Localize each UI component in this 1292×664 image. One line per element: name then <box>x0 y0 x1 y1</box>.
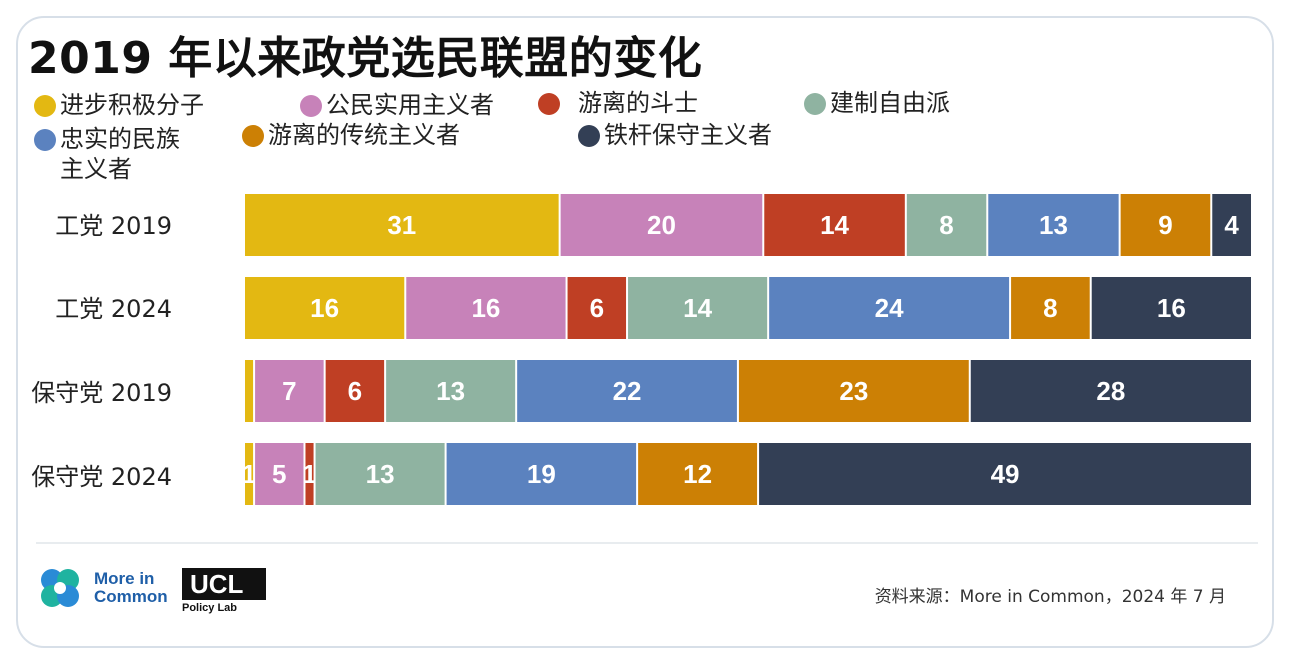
source-note: 资料来源：More in Common，2024 年 7 月 <box>874 587 1226 607</box>
legend-swatch <box>242 125 264 147</box>
bar-data-label: 13 <box>366 459 395 489</box>
legend-swatch <box>34 129 56 151</box>
bar-segment <box>305 443 314 505</box>
legend-swatch <box>300 95 322 117</box>
bar-data-label: 5 <box>272 459 286 489</box>
legend-item-1: 公民实用主义者 <box>300 90 494 120</box>
legend-swatch <box>538 93 560 115</box>
logo-text-line2: Common <box>94 587 168 606</box>
bar-data-label: 16 <box>1157 293 1186 323</box>
bar-segment <box>738 360 969 422</box>
bar-segment <box>759 443 1251 505</box>
bar-segment <box>638 443 758 505</box>
legend-label: 建制自由派 <box>830 89 950 117</box>
legend-swatch <box>804 93 826 115</box>
bar-segment <box>1091 277 1251 339</box>
more-in-common-logo: More in Common <box>38 566 168 610</box>
legend-swatch <box>34 95 56 117</box>
legend-item-2: 游离的斗士 <box>538 88 698 118</box>
bar-segment <box>769 277 1010 339</box>
bar-data-label: 4 <box>1224 210 1239 240</box>
bar-segment <box>386 360 516 422</box>
ucl-logo-mark: UCL <box>182 568 266 600</box>
legend-label: 进步积极分子 <box>60 91 204 119</box>
legend-item-4: 忠实的民族主义者 <box>34 124 204 184</box>
bar-data-label: 1 <box>242 459 256 489</box>
bar-data-label: 6 <box>348 376 362 406</box>
ucl-logo-subtitle: Policy Lab <box>182 602 238 614</box>
chart-title: 2019 年以来政党选民联盟的变化 <box>28 33 703 84</box>
row-label-conservative-2024: 保守党 2024 <box>31 463 172 491</box>
bar-data-label: 23 <box>839 376 868 406</box>
bar-segment <box>906 194 987 256</box>
bar-data-label: 14 <box>683 293 712 323</box>
legend-label: 公民实用主义者 <box>326 91 494 119</box>
bar-segment <box>255 360 324 422</box>
bar-data-label: 31 <box>387 210 416 240</box>
bar-data-label: 9 <box>1158 210 1172 240</box>
bar-segment <box>567 277 627 339</box>
row-label-conservative-2019: 保守党 2019 <box>31 379 172 407</box>
row-label-labour-2024: 工党 2024 <box>55 295 172 323</box>
row-label-labour-2019: 工党 2019 <box>55 212 172 240</box>
bar-data-label: 8 <box>939 210 953 240</box>
bar-data-label: 22 <box>613 376 642 406</box>
footer-divider <box>36 542 1258 544</box>
bar-segment <box>245 194 559 256</box>
legend-item-6: 铁杆保守主义者 <box>578 120 772 150</box>
bar-segment <box>446 443 637 505</box>
bar-data-label: 13 <box>436 376 465 406</box>
bar-segment <box>628 277 768 339</box>
bar-segment <box>560 194 763 256</box>
bar-data-label: 14 <box>820 210 849 240</box>
bar-segment <box>325 360 385 422</box>
bar-segment <box>245 360 254 422</box>
legend-label: 铁杆保守主义者 <box>604 121 772 149</box>
bar-data-label: 12 <box>683 459 712 489</box>
legend-item-5: 游离的传统主义者 <box>242 120 460 150</box>
bar-segment <box>1212 194 1251 256</box>
legend-label: 游离的斗士 <box>578 89 698 117</box>
bar-segment <box>1011 277 1090 339</box>
bar-segment <box>245 277 405 339</box>
legend-item-3: 建制自由派 <box>804 88 950 118</box>
legend-label: 忠实的民族主义者 <box>60 125 180 183</box>
bar-data-label: 49 <box>991 459 1020 489</box>
bar-segment <box>315 443 445 505</box>
legend-item-0: 进步积极分子 <box>34 90 204 120</box>
bar-data-label: 16 <box>471 293 500 323</box>
bar-data-label: 7 <box>282 376 296 406</box>
bar-segment <box>764 194 905 256</box>
bar-data-label: 8 <box>1043 293 1057 323</box>
bar-data-label: 1 <box>302 459 316 489</box>
bar-data-label: 6 <box>590 293 604 323</box>
bar-segment <box>255 443 304 505</box>
legend-swatch <box>578 125 600 147</box>
logo-text-line1: More in <box>94 569 155 588</box>
bar-segment <box>970 360 1251 422</box>
bar-segment <box>988 194 1119 256</box>
bar-segment <box>1120 194 1211 256</box>
bar-segment <box>406 277 566 339</box>
bar-segment <box>517 360 737 422</box>
bar-data-label: 16 <box>310 293 339 323</box>
legend-label: 游离的传统主义者 <box>268 121 460 149</box>
bar-data-label: 13 <box>1039 210 1068 240</box>
bar-data-label: 19 <box>527 459 556 489</box>
bar-segment <box>245 443 254 505</box>
bar-data-label: 28 <box>1096 376 1125 406</box>
more-in-common-icon <box>41 569 79 607</box>
ucl-logo: UCL Policy Lab <box>182 568 266 614</box>
bar-data-label: 24 <box>875 293 904 323</box>
bar-data-label: 20 <box>647 210 676 240</box>
